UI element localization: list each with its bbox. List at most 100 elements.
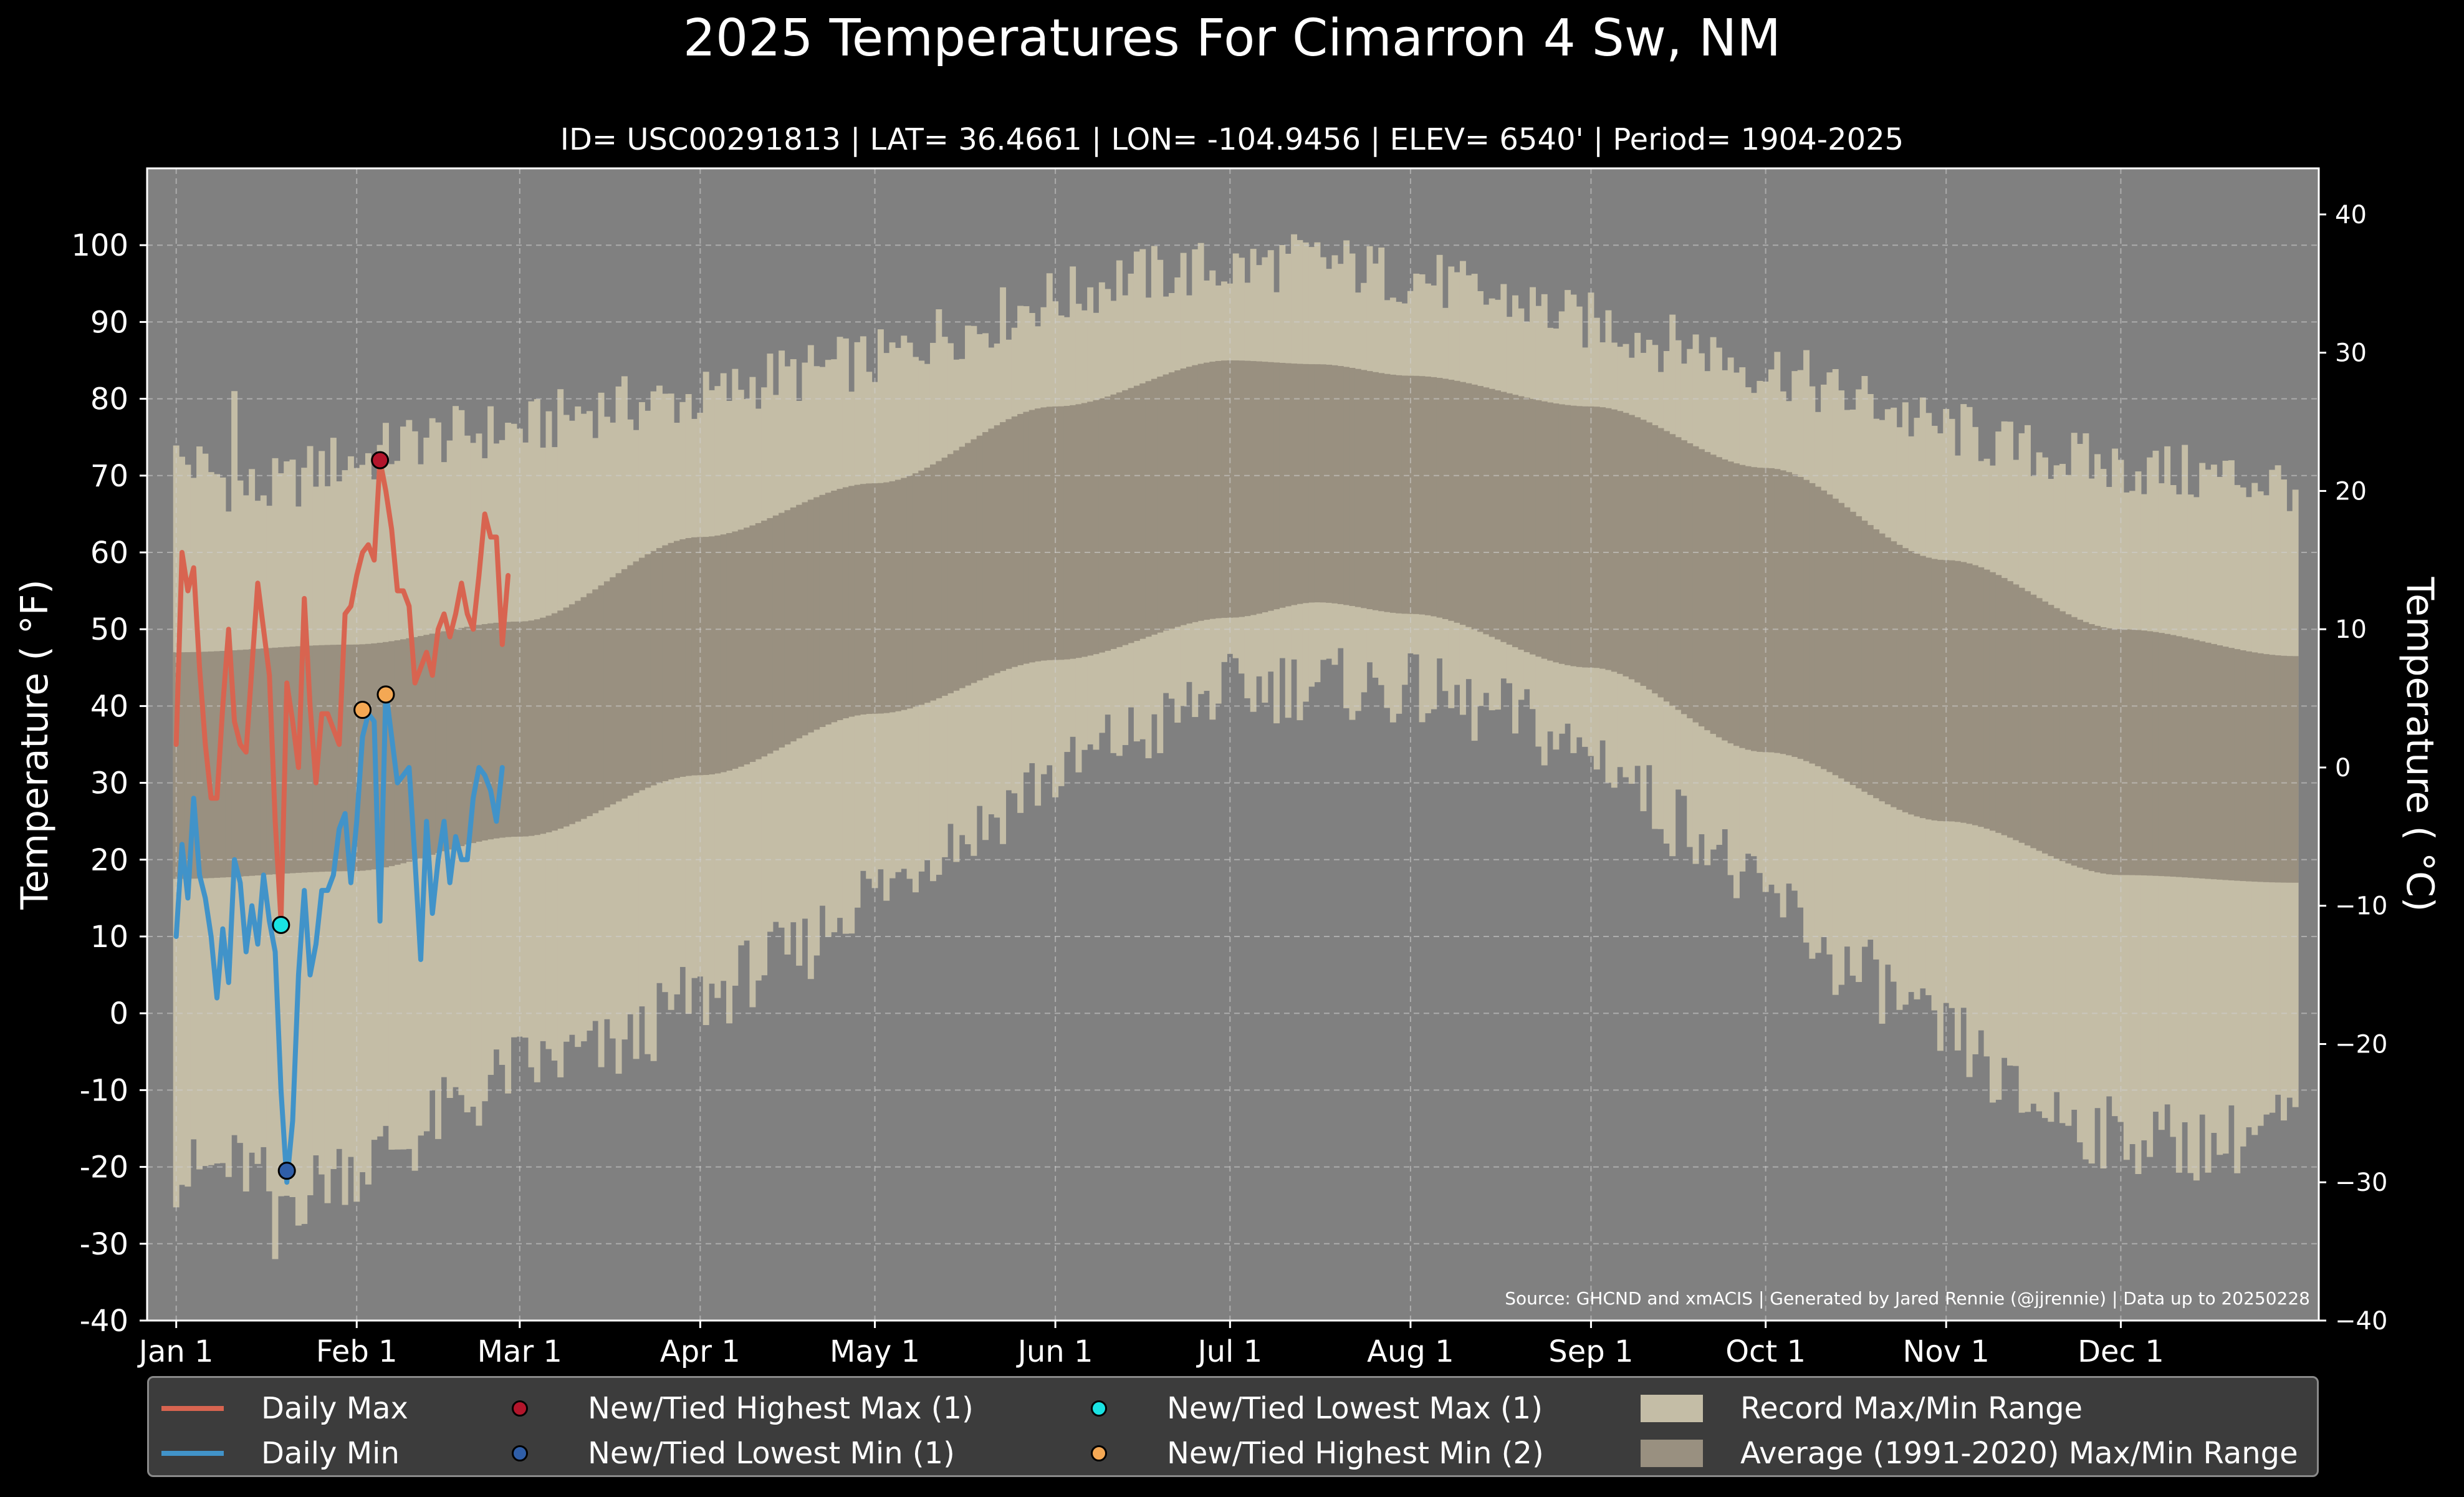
average-range-bar xyxy=(1757,468,1763,752)
average-range-bar xyxy=(406,638,413,862)
legend-label: New/Tied Lowest Min (1) xyxy=(588,1436,955,1471)
average-range-bar xyxy=(2088,623,2095,872)
average-range-bar xyxy=(528,620,535,836)
average-range-bar xyxy=(2140,630,2147,876)
y-tick-label-right: −40 xyxy=(2335,1307,2387,1336)
average-range-bar xyxy=(1733,463,1740,746)
average-range-bar xyxy=(1902,548,1909,812)
average-range-bar xyxy=(1512,395,1518,648)
x-tick-label: Oct 1 xyxy=(1725,1334,1806,1369)
average-range-bar xyxy=(1454,380,1460,623)
average-range-bar xyxy=(1046,407,1053,660)
average-range-bar xyxy=(1192,365,1199,622)
average-range-bar xyxy=(208,651,214,878)
average-range-bar xyxy=(2228,648,2235,881)
x-tick-label: Aug 1 xyxy=(1367,1334,1454,1369)
average-range-bar xyxy=(1186,367,1192,624)
average-range-bar xyxy=(1739,465,1746,748)
legend-label: Daily Max xyxy=(261,1391,408,1426)
average-range-bar xyxy=(1005,419,1012,669)
average-range-bar xyxy=(173,652,180,879)
y-tick-label-left: 10 xyxy=(90,920,128,955)
average-range-bar xyxy=(2065,614,2072,864)
average-range-bar xyxy=(2147,631,2154,876)
highest-max-point xyxy=(371,451,390,469)
average-range-bar xyxy=(737,529,744,767)
average-range-bar xyxy=(1354,368,1361,607)
average-range-bar xyxy=(347,644,354,872)
average-range-bar xyxy=(2240,650,2246,882)
plot-frame xyxy=(146,167,2320,1322)
average-range-bar xyxy=(249,649,256,876)
average-range-bar xyxy=(319,645,325,872)
average-range-bar xyxy=(400,639,406,864)
average-range-bar xyxy=(802,502,808,736)
average-range-bar xyxy=(1273,362,1280,610)
average-range-bar xyxy=(1687,443,1694,719)
average-range-bar xyxy=(1506,393,1513,645)
highest-min-point xyxy=(353,701,372,720)
average-range-bar xyxy=(1000,422,1007,671)
average-range-bar xyxy=(674,541,680,778)
average-range-bar xyxy=(2071,617,2078,866)
average-range-bar xyxy=(1285,363,1292,607)
average-range-bar xyxy=(1634,417,1641,683)
y-tick-label-left: 50 xyxy=(90,612,128,647)
average-range-bar xyxy=(476,625,482,842)
average-range-bar xyxy=(1856,516,1862,789)
average-range-bar xyxy=(598,585,605,811)
average-range-bar xyxy=(627,565,634,796)
average-range-bar xyxy=(959,446,966,688)
average-range-bar xyxy=(301,646,308,873)
average-range-bar xyxy=(1931,559,1938,821)
average-range-bar xyxy=(2129,629,2136,875)
average-range-bar xyxy=(1623,413,1629,676)
average-range-bar xyxy=(1343,367,1350,605)
average-range-bar xyxy=(2059,611,2066,862)
average-range-bar xyxy=(1722,459,1728,741)
average-range-bar xyxy=(1250,361,1257,615)
average-range-bar xyxy=(976,435,983,681)
average-range-bar xyxy=(2030,594,2037,849)
average-range-bar xyxy=(1197,363,1204,621)
average-range-bar xyxy=(714,535,721,774)
average-range-bar xyxy=(2036,598,2043,851)
average-range-bar xyxy=(1058,406,1065,660)
average-range-bar xyxy=(906,476,913,709)
average-range-bar xyxy=(1832,498,1839,776)
lowest-max-swatch xyxy=(1091,1400,1107,1417)
average-range-bar xyxy=(1221,360,1227,618)
y-tick-label-left: 40 xyxy=(90,689,128,724)
average-range-bar xyxy=(453,628,459,848)
y-tick-label-left: -30 xyxy=(80,1227,128,1262)
average-range-bar xyxy=(2170,635,2177,877)
average-range-bar xyxy=(330,645,337,872)
y-tick-label-left: -10 xyxy=(80,1073,128,1108)
average-range-bar xyxy=(1424,376,1431,615)
average-range-bar xyxy=(1174,370,1181,627)
average-range-bar xyxy=(2106,628,2112,875)
average-range-bar xyxy=(179,652,186,879)
average-range-bar xyxy=(645,554,651,788)
average-range-bar xyxy=(1040,407,1047,661)
y-axis-label-left: Temperature ( °F) xyxy=(13,579,57,910)
chart-title: 2025 Temperatures For Cimarron 4 Sw, NM xyxy=(683,9,1781,68)
average-range-bar xyxy=(1081,403,1088,657)
average-range-bar xyxy=(2006,581,2013,838)
average-range-bar xyxy=(1518,396,1525,650)
average-range-bar xyxy=(1483,387,1490,635)
average-range-bar xyxy=(1209,362,1216,619)
average-range-bar xyxy=(1873,529,1880,799)
y-tick-label-right: −10 xyxy=(2335,892,2387,921)
average-range-bar xyxy=(1291,363,1298,605)
average-range-bar xyxy=(1745,466,1752,750)
average-range-bar xyxy=(1576,406,1583,667)
average-range-bar xyxy=(1954,561,1961,822)
average-range-bar xyxy=(1162,374,1169,631)
average-range-bar xyxy=(1232,360,1239,618)
average-range-bar xyxy=(2275,655,2281,883)
average-range-bar xyxy=(679,539,686,777)
average-range-bar xyxy=(1372,372,1379,610)
average-range-bar xyxy=(1692,446,1699,723)
highest-max-swatch xyxy=(512,1400,528,1417)
